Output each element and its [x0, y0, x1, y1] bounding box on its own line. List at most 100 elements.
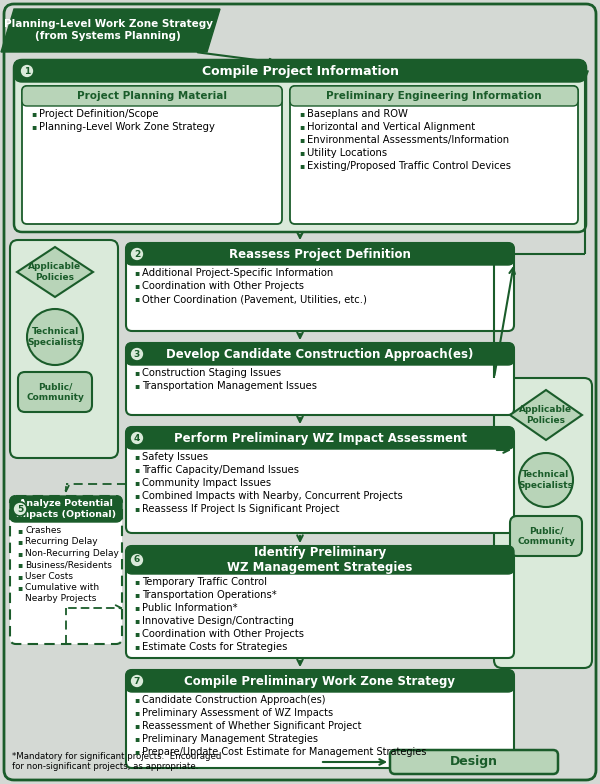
- FancyBboxPatch shape: [390, 750, 558, 774]
- Text: Reassess Project Definition: Reassess Project Definition: [229, 248, 411, 260]
- Text: Reassess If Project Is Significant Project: Reassess If Project Is Significant Proje…: [142, 504, 340, 514]
- Text: Perform Preliminary WZ Impact Assessment: Perform Preliminary WZ Impact Assessment: [173, 431, 467, 445]
- Text: Preliminary Engineering Information: Preliminary Engineering Information: [326, 91, 542, 101]
- FancyBboxPatch shape: [14, 60, 586, 82]
- Text: Project Definition/Scope: Project Definition/Scope: [39, 109, 158, 119]
- Text: Applicable
Policies: Applicable Policies: [520, 405, 572, 425]
- Text: ▪: ▪: [134, 734, 139, 743]
- Text: Technical
Specialists: Technical Specialists: [28, 327, 83, 347]
- Text: Community Impact Issues: Community Impact Issues: [142, 478, 271, 488]
- Text: Combined Impacts with Nearby, Concurrent Projects: Combined Impacts with Nearby, Concurrent…: [142, 491, 403, 501]
- Text: ▪: ▪: [17, 561, 22, 569]
- Text: ▪: ▪: [134, 616, 139, 625]
- FancyBboxPatch shape: [510, 516, 582, 556]
- Text: Non-Recurring Delay: Non-Recurring Delay: [25, 549, 119, 558]
- FancyBboxPatch shape: [290, 86, 578, 224]
- Text: ▪: ▪: [134, 590, 139, 599]
- Text: User Costs: User Costs: [25, 572, 73, 581]
- Text: 2: 2: [134, 249, 140, 259]
- Text: ▪: ▪: [134, 491, 139, 500]
- Text: Coordination with Other Projects: Coordination with Other Projects: [142, 281, 304, 291]
- FancyBboxPatch shape: [126, 427, 514, 533]
- Text: ▪: ▪: [299, 161, 304, 170]
- Text: 7: 7: [134, 677, 140, 685]
- Text: Construction Staging Issues: Construction Staging Issues: [142, 368, 281, 378]
- Circle shape: [20, 64, 34, 78]
- Text: ▪: ▪: [134, 603, 139, 612]
- FancyBboxPatch shape: [126, 243, 514, 265]
- Text: ▪: ▪: [134, 368, 139, 377]
- Text: Recurring Delay: Recurring Delay: [25, 538, 98, 546]
- Text: ▪: ▪: [134, 695, 139, 704]
- FancyBboxPatch shape: [126, 546, 514, 574]
- Text: Horizontal and Vertical Alignment: Horizontal and Vertical Alignment: [307, 122, 475, 132]
- Text: Safety Issues: Safety Issues: [142, 452, 208, 462]
- Text: 6: 6: [134, 556, 140, 564]
- Text: ▪: ▪: [134, 294, 139, 303]
- Text: Crashes: Crashes: [25, 526, 61, 535]
- Text: Reassessment of Whether Significant Project: Reassessment of Whether Significant Proj…: [142, 721, 361, 731]
- Text: Public Information*: Public Information*: [142, 603, 238, 613]
- Text: Innovative Design/Contracting: Innovative Design/Contracting: [142, 616, 294, 626]
- Text: Temporary Traffic Control: Temporary Traffic Control: [142, 577, 267, 587]
- Text: 5: 5: [17, 504, 23, 514]
- Text: 4: 4: [134, 434, 140, 442]
- Text: 1: 1: [24, 67, 30, 75]
- FancyBboxPatch shape: [126, 670, 514, 768]
- FancyBboxPatch shape: [4, 4, 596, 780]
- Text: ▪: ▪: [17, 583, 22, 593]
- Text: Traffic Capacity/Demand Issues: Traffic Capacity/Demand Issues: [142, 465, 299, 475]
- Text: ▪: ▪: [134, 629, 139, 638]
- Text: Coordination with Other Projects: Coordination with Other Projects: [142, 629, 304, 639]
- Text: Utility Locations: Utility Locations: [307, 148, 387, 158]
- Text: ▪: ▪: [31, 122, 36, 131]
- Text: ▪: ▪: [134, 281, 139, 290]
- Text: Environmental Assessments/Information: Environmental Assessments/Information: [307, 135, 509, 145]
- FancyBboxPatch shape: [126, 670, 514, 692]
- FancyBboxPatch shape: [126, 343, 514, 365]
- Text: Baseplans and ROW: Baseplans and ROW: [307, 109, 408, 119]
- Text: Project Planning Material: Project Planning Material: [77, 91, 227, 101]
- Circle shape: [519, 453, 573, 507]
- Text: Compile Preliminary Work Zone Strategy: Compile Preliminary Work Zone Strategy: [185, 674, 455, 688]
- FancyBboxPatch shape: [22, 86, 282, 224]
- Text: ▪: ▪: [134, 577, 139, 586]
- Text: Cumulative with
Nearby Projects: Cumulative with Nearby Projects: [25, 583, 99, 603]
- Text: ▪: ▪: [134, 747, 139, 756]
- Circle shape: [130, 431, 144, 445]
- Text: Additional Project-Specific Information: Additional Project-Specific Information: [142, 268, 333, 278]
- Circle shape: [27, 309, 83, 365]
- Text: ▪: ▪: [17, 538, 22, 546]
- Text: ▪: ▪: [134, 504, 139, 513]
- Text: ▪: ▪: [299, 148, 304, 157]
- FancyBboxPatch shape: [126, 546, 514, 658]
- Text: Existing/Proposed Traffic Control Devices: Existing/Proposed Traffic Control Device…: [307, 161, 511, 171]
- FancyBboxPatch shape: [126, 343, 514, 415]
- Polygon shape: [510, 390, 582, 440]
- Text: Planning-Level Work Zone Strategy
(from Systems Planning): Planning-Level Work Zone Strategy (from …: [4, 19, 212, 41]
- Text: Applicable
Policies: Applicable Policies: [28, 263, 82, 281]
- Text: ▪: ▪: [134, 381, 139, 390]
- Text: Other Coordination (Pavement, Utilities, etc.): Other Coordination (Pavement, Utilities,…: [142, 294, 367, 304]
- Text: ▪: ▪: [31, 109, 36, 118]
- FancyBboxPatch shape: [126, 427, 514, 449]
- Text: ▪: ▪: [134, 465, 139, 474]
- Text: ▪: ▪: [17, 572, 22, 581]
- Text: Business/Residents: Business/Residents: [25, 561, 112, 569]
- Text: Develop Candidate Construction Approach(es): Develop Candidate Construction Approach(…: [166, 347, 473, 361]
- Circle shape: [130, 674, 144, 688]
- Polygon shape: [1, 9, 220, 52]
- Text: ▪: ▪: [134, 708, 139, 717]
- Text: Estimate Costs for Strategies: Estimate Costs for Strategies: [142, 642, 287, 652]
- Text: ▪: ▪: [17, 549, 22, 558]
- Text: ▪: ▪: [299, 122, 304, 131]
- FancyBboxPatch shape: [22, 86, 282, 106]
- Circle shape: [13, 502, 27, 516]
- Text: Preliminary Assessment of WZ Impacts: Preliminary Assessment of WZ Impacts: [142, 708, 333, 718]
- FancyBboxPatch shape: [10, 496, 122, 522]
- Text: ▪: ▪: [299, 109, 304, 118]
- Text: Transportation Operations*: Transportation Operations*: [142, 590, 277, 600]
- Polygon shape: [17, 247, 93, 297]
- Text: Planning-Level Work Zone Strategy: Planning-Level Work Zone Strategy: [39, 122, 215, 132]
- FancyBboxPatch shape: [18, 372, 92, 412]
